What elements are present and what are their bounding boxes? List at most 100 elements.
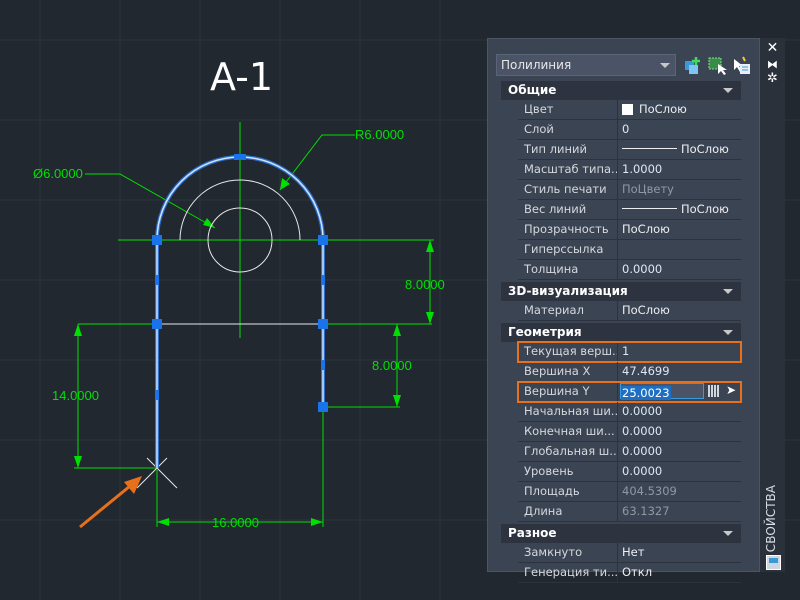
property-label: Длина bbox=[518, 502, 618, 521]
settings-icon[interactable]: ✲ bbox=[767, 71, 778, 86]
property-label: Замкнуто bbox=[518, 543, 618, 562]
property-row[interactable]: Толщина 0.0000 bbox=[518, 260, 741, 280]
quick-select-icon[interactable] bbox=[683, 55, 703, 75]
property-value: ПоСлою bbox=[639, 102, 687, 116]
property-value: ПоСлою bbox=[622, 303, 670, 317]
properties-panel bbox=[487, 38, 760, 572]
property-row[interactable]: Вершина Y 25.0023 ➤ bbox=[517, 381, 742, 403]
collapse-icon[interactable] bbox=[723, 289, 733, 294]
section-title: Геометрия bbox=[508, 325, 582, 339]
color-swatch bbox=[622, 104, 633, 115]
property-value-cell[interactable]: Откл bbox=[618, 563, 741, 582]
properties-side-tab[interactable]: СВОЙСТВА bbox=[764, 485, 778, 553]
property-label: Глобальная ш... bbox=[518, 442, 618, 461]
property-value: 63.1327 bbox=[622, 504, 670, 518]
property-row[interactable]: Материал ПоСлою bbox=[518, 301, 741, 321]
property-value: 0.0000 bbox=[622, 404, 663, 418]
line-sample bbox=[622, 208, 677, 209]
pick-point-icon[interactable]: ➤ bbox=[726, 383, 737, 397]
section-header[interactable]: Геометрия bbox=[501, 323, 741, 342]
property-label: Вершина X bbox=[518, 362, 618, 381]
toggle-pickadd-icon[interactable] bbox=[731, 55, 751, 75]
vertex-y-value: 25.0023 bbox=[621, 386, 671, 400]
property-value-cell[interactable]: ПоСлою bbox=[618, 140, 741, 159]
property-label: Начальная ши... bbox=[518, 402, 618, 421]
property-value: 0.0000 bbox=[622, 464, 663, 478]
property-label: Тип линий bbox=[518, 140, 618, 159]
property-value-cell[interactable]: 1 bbox=[618, 342, 741, 361]
vertex-y-input[interactable]: 25.0023 bbox=[620, 383, 704, 400]
section-header[interactable]: Разное bbox=[501, 524, 741, 543]
property-row[interactable]: Замкнуто Нет bbox=[518, 543, 741, 563]
property-value: Откл bbox=[622, 565, 653, 579]
radius-dim: R6.0000 bbox=[355, 127, 404, 142]
property-value-cell[interactable]: ПоСлою bbox=[618, 301, 741, 320]
property-value-cell[interactable]: 47.4699 bbox=[618, 362, 741, 381]
property-value-cell[interactable]: 0.0000 bbox=[618, 442, 741, 461]
select-objects-icon[interactable] bbox=[707, 55, 727, 75]
property-row[interactable]: Уровень 0.0000 bbox=[518, 462, 741, 482]
property-value: ПоСлою bbox=[681, 142, 729, 156]
selected-object-type: Полилиния bbox=[501, 58, 572, 72]
dim-16: 16.0000 bbox=[212, 515, 259, 530]
auto-hide-icon[interactable]: ⧓ bbox=[767, 58, 778, 71]
palette-icon[interactable] bbox=[766, 555, 781, 570]
property-value-cell[interactable]: 0.0000 bbox=[618, 462, 741, 481]
property-label: Толщина bbox=[518, 260, 618, 279]
property-value-cell[interactable]: ПоСлою bbox=[618, 200, 741, 219]
property-value-cell[interactable]: 404.5309 bbox=[618, 482, 741, 501]
property-row[interactable]: Масштаб типа... 1.0000 bbox=[518, 160, 741, 180]
property-value-cell[interactable]: Нет bbox=[618, 543, 741, 562]
property-row[interactable]: Начальная ши... 0.0000 bbox=[518, 402, 741, 422]
property-value-cell[interactable]: 0.0000 bbox=[618, 422, 741, 441]
property-row[interactable]: Слой 0 bbox=[518, 120, 741, 140]
property-row[interactable]: Текущая верш... 1 bbox=[517, 341, 742, 363]
property-value-cell[interactable]: ПоСлою bbox=[618, 220, 741, 239]
property-row[interactable]: Прозрачность ПоСлою bbox=[518, 220, 741, 240]
property-value-cell[interactable]: 0 bbox=[618, 120, 741, 139]
property-value-cell[interactable]: 0.0000 bbox=[618, 402, 741, 421]
object-type-select[interactable]: Полилиния bbox=[496, 54, 676, 76]
collapse-icon[interactable] bbox=[723, 531, 733, 536]
property-row[interactable]: Генерация ти... Откл bbox=[518, 563, 741, 583]
property-row[interactable]: Длина 63.1327 bbox=[518, 502, 741, 522]
drawing-title: A-1 bbox=[210, 55, 274, 99]
calculator-icon[interactable] bbox=[708, 385, 719, 397]
property-label: Площадь bbox=[518, 482, 618, 501]
property-row[interactable]: Вес линий ПоСлою bbox=[518, 200, 741, 220]
property-row[interactable]: Глобальная ш... 0.0000 bbox=[518, 442, 741, 462]
property-value-cell[interactable] bbox=[618, 240, 741, 259]
collapse-icon[interactable] bbox=[723, 88, 733, 93]
property-row[interactable]: Вершина X 47.4699 bbox=[518, 362, 741, 382]
property-label: Гиперссылка bbox=[518, 240, 618, 259]
panel-side-strip: ✕ ⧓ ✲ bbox=[760, 38, 785, 572]
close-icon[interactable]: ✕ bbox=[766, 40, 779, 56]
property-value: 0.0000 bbox=[622, 424, 663, 438]
property-value: 0.0000 bbox=[622, 444, 663, 458]
property-value-cell[interactable]: 1.0000 bbox=[618, 160, 741, 179]
property-value-cell[interactable]: ПоЦвету bbox=[618, 180, 741, 199]
section-header[interactable]: 3D-визуализация bbox=[501, 282, 741, 301]
collapse-icon[interactable] bbox=[723, 330, 733, 335]
property-row[interactable]: Площадь 404.5309 bbox=[518, 482, 741, 502]
property-value-cell[interactable]: ПоСлою bbox=[618, 100, 741, 119]
property-value-cell[interactable]: 63.1327 bbox=[618, 502, 741, 521]
annotation-arrow bbox=[79, 476, 142, 529]
property-value: Нет bbox=[622, 545, 645, 559]
grips[interactable] bbox=[152, 154, 328, 412]
property-row[interactable]: Конечная ши... 0.0000 bbox=[518, 422, 741, 442]
geometry bbox=[136, 179, 323, 489]
property-row[interactable]: Гиперссылка bbox=[518, 240, 741, 260]
property-value-cell[interactable]: 0.0000 bbox=[618, 260, 741, 279]
section-title: Разное bbox=[508, 526, 557, 540]
property-row[interactable]: Стиль печати ПоЦвету bbox=[518, 180, 741, 200]
property-value-cell[interactable]: 25.0023 ➤ bbox=[618, 382, 741, 401]
property-label: Стиль печати bbox=[518, 180, 618, 199]
property-row[interactable]: Цвет ПоСлою bbox=[518, 100, 741, 120]
section-header[interactable]: Общие bbox=[501, 81, 741, 100]
section-title: 3D-визуализация bbox=[508, 284, 628, 298]
property-value: 404.5309 bbox=[622, 484, 677, 498]
property-row[interactable]: Тип линий ПоСлою bbox=[518, 140, 741, 160]
